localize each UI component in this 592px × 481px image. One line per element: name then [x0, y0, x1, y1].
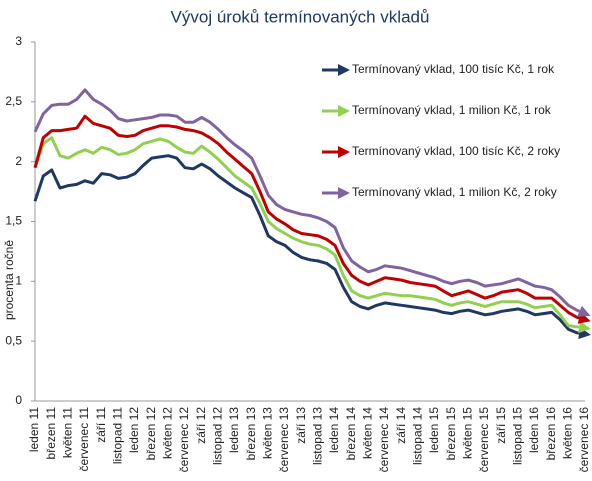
- x-tick-label: červenec 12: [177, 407, 191, 473]
- y-tick-label: 2: [15, 154, 22, 168]
- x-tick-label: leden 15: [427, 407, 441, 453]
- legend-label: Termínovaný vklad, 100 tisíc Kč, 1 rok: [352, 62, 555, 76]
- x-tick-label: září 11: [94, 407, 108, 443]
- x-tick-label: září 15: [494, 407, 508, 444]
- x-tick-label: leden 12: [127, 407, 141, 453]
- x-tick-label: září 13: [294, 407, 308, 444]
- x-tick-label: listopad 13: [311, 407, 325, 465]
- x-tick-label: červenec 14: [377, 407, 391, 473]
- y-tick-label: 2,5: [5, 94, 22, 108]
- y-tick-label: 0: [15, 393, 22, 407]
- x-tick-label: červenec 13: [277, 407, 291, 473]
- x-tick-label: leden 14: [327, 407, 341, 453]
- y-axis-label: procenta ročně: [2, 240, 16, 320]
- x-tick-label: červenec 15: [477, 407, 491, 473]
- y-tick-label: 1,5: [5, 214, 22, 228]
- x-tick-label: květen 13: [261, 407, 275, 459]
- x-tick-label: září 14: [394, 407, 408, 444]
- x-tick-label: březen 14: [344, 407, 358, 461]
- x-tick-label: březen 13: [244, 407, 258, 461]
- legend-label: Termínovaný vklad, 1 milion Kč, 1 rok: [352, 103, 552, 117]
- series-line: [33, 114, 591, 324]
- series-line: [33, 154, 591, 340]
- x-tick-label: listopad 12: [211, 407, 225, 465]
- x-tick-label: leden 11: [27, 407, 41, 452]
- x-tick-label: květen 16: [561, 407, 575, 459]
- x-tick-label: listopad 15: [511, 407, 525, 465]
- x-tick-label: červenec 11: [77, 407, 91, 472]
- x-tick-label: červenec 16: [577, 407, 591, 473]
- x-tick-label: březen 16: [544, 407, 558, 461]
- x-tick-label: březen 11: [44, 407, 58, 460]
- series-line: [33, 88, 591, 317]
- series-line: [33, 136, 591, 334]
- x-tick-label: květen 15: [461, 407, 475, 459]
- chart-title: Vývoj úroků termínovaných vkladů: [171, 7, 430, 26]
- x-tick-label: květen 11: [61, 407, 75, 458]
- x-tick-label: leden 16: [527, 407, 541, 453]
- y-tick-label: 3: [15, 34, 22, 48]
- x-tick-label: květen 14: [361, 407, 375, 459]
- y-tick-label: 1: [15, 274, 22, 288]
- x-tick-label: březen 15: [444, 407, 458, 461]
- y-tick-label: 0,5: [5, 333, 22, 347]
- x-tick-label: září 12: [194, 407, 208, 444]
- x-tick-label: květen 12: [161, 407, 175, 459]
- x-tick-label: listopad 14: [411, 407, 425, 465]
- x-tick-label: listopad 11: [111, 407, 125, 464]
- legend-label: Termínovaný vklad, 1 milion Kč, 2 roky: [352, 185, 557, 199]
- x-tick-label: březen 12: [144, 407, 158, 461]
- x-tick-label: leden 13: [227, 407, 241, 453]
- legend-label: Termínovaný vklad, 100 tisíc Kč, 2 roky: [352, 144, 560, 158]
